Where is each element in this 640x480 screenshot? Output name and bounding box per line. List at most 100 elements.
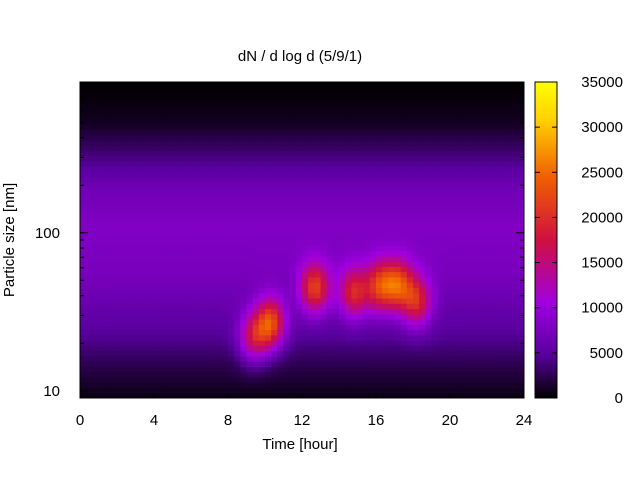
heatmap-cell [86, 92, 93, 99]
heatmap-cell [240, 192, 248, 199]
heatmap-cell [511, 155, 519, 162]
x-tick-label: 0 [76, 412, 84, 429]
heatmap-cell [141, 319, 149, 325]
heatmap-cell [228, 350, 235, 357]
heatmap-cell [357, 355, 365, 362]
heatmap-cell [345, 324, 352, 331]
heatmap-cell [141, 155, 149, 162]
heatmap-cell [265, 139, 272, 146]
heatmap-cell [203, 387, 211, 394]
heatmap-cell [394, 245, 402, 252]
heatmap-cell [147, 345, 155, 352]
heatmap-cell [117, 366, 124, 373]
heatmap-cell [462, 297, 470, 304]
heatmap-cell [437, 229, 445, 236]
heatmap-cell [271, 355, 278, 362]
heatmap-cell [295, 87, 303, 94]
heatmap-cell [283, 124, 291, 130]
heatmap-cell [234, 139, 241, 146]
heatmap-cell [110, 292, 118, 299]
heatmap-cell [221, 313, 229, 320]
heatmap-cell [382, 371, 389, 378]
heatmap-cell [339, 308, 346, 315]
heatmap-cell [178, 103, 186, 109]
heatmap-cell [258, 166, 266, 173]
heatmap-cell [209, 366, 217, 373]
heatmap-cell [474, 276, 482, 283]
heatmap-cell [314, 245, 322, 252]
heatmap-cell [474, 108, 482, 115]
heatmap-cell [110, 329, 118, 336]
heatmap-cell [493, 124, 500, 130]
heatmap-cell [480, 276, 488, 283]
heatmap-cell [277, 361, 285, 367]
heatmap-cell [419, 218, 426, 225]
heatmap-cell [425, 371, 433, 378]
heatmap-cell [413, 82, 420, 88]
heatmap-cell [104, 334, 112, 341]
heatmap-cell [209, 208, 217, 215]
heatmap-cell [308, 176, 315, 183]
heatmap-cell [345, 387, 352, 394]
heatmap-cell [98, 392, 106, 398]
heatmap-cell [369, 161, 377, 167]
heatmap-cell [265, 224, 272, 231]
heatmap-cell [363, 392, 371, 398]
heatmap-cell [277, 92, 285, 99]
heatmap-cell [221, 182, 229, 188]
heatmap-cell [413, 276, 420, 283]
heatmap-cell [80, 308, 87, 315]
heatmap-cell [443, 218, 451, 225]
heatmap-cell [320, 113, 328, 120]
heatmap-cell [394, 382, 402, 389]
heatmap-cell [92, 103, 100, 109]
heatmap-cell [363, 134, 371, 141]
heatmap-cell [258, 229, 266, 236]
heatmap-cell [209, 229, 217, 236]
heatmap-cell [487, 187, 494, 194]
heatmap-cell [246, 287, 254, 294]
heatmap-cell [240, 361, 248, 367]
heatmap-cell [314, 229, 322, 236]
heatmap-cell [363, 266, 371, 273]
heatmap-cell [271, 234, 278, 241]
heatmap-cell [437, 392, 445, 398]
heatmap-cell [413, 313, 420, 320]
heatmap-cell [228, 124, 235, 130]
heatmap-cell [92, 245, 100, 252]
heatmap-cell [425, 234, 433, 241]
heatmap-cell [166, 113, 174, 120]
heatmap-cell [258, 218, 266, 225]
heatmap-cell [135, 197, 143, 204]
heatmap-cell [86, 176, 93, 183]
heatmap-cell [283, 271, 291, 278]
heatmap-cell [308, 145, 315, 152]
heatmap-cell [172, 282, 180, 288]
heatmap-cell [221, 97, 229, 104]
heatmap-cell [450, 124, 457, 130]
heatmap-cell [437, 350, 445, 357]
heatmap-cell [203, 245, 211, 252]
heatmap-cell [511, 150, 519, 157]
heatmap-cell [419, 334, 426, 341]
heatmap-cell [388, 303, 396, 310]
heatmap-cell [425, 224, 433, 231]
heatmap-cell [505, 155, 513, 162]
heatmap-cell [265, 308, 272, 315]
heatmap-cell [493, 145, 500, 152]
heatmap-cell [339, 303, 346, 310]
heatmap-cell [511, 271, 519, 278]
heatmap-cell [117, 145, 124, 152]
heatmap-cell [382, 97, 389, 104]
heatmap-cell [517, 218, 524, 225]
heatmap-cell [462, 250, 470, 257]
heatmap-cell [80, 103, 87, 109]
heatmap-cell [431, 266, 439, 273]
heatmap-cell [277, 271, 285, 278]
heatmap-cell [376, 271, 383, 278]
heatmap-cell [505, 308, 513, 315]
heatmap-cell [215, 266, 223, 273]
heatmap-cell [376, 129, 383, 136]
heatmap-cell [326, 319, 334, 325]
x-tick-label: 8 [224, 412, 232, 429]
